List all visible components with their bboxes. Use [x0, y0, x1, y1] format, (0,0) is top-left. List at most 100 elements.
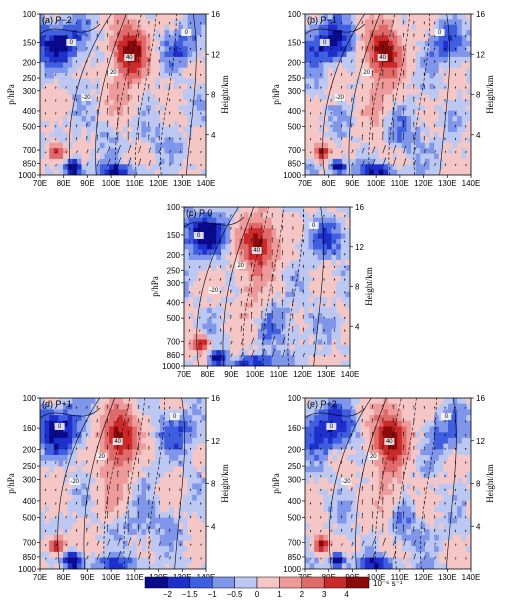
wind-vector-head [148, 526, 150, 528]
wind-vector-head [362, 109, 364, 111]
wind-vector-head [382, 523, 384, 525]
contour-line-5 [413, 14, 430, 175]
wind-vector-head [413, 419, 415, 421]
y-tick-label: 100 [23, 394, 37, 403]
wind-vector-head [392, 119, 394, 121]
wind-vector-head [127, 470, 129, 473]
wind-vector-head [107, 511, 109, 513]
wind-vector-head [169, 111, 171, 113]
x-tick-label: 80E [201, 370, 215, 379]
wind-vector-head [454, 60, 457, 62]
y-tick-label: 500 [288, 514, 302, 523]
wind-vector [261, 336, 265, 345]
x-tick-label: 130E [173, 179, 192, 188]
wind-vector-head [372, 511, 374, 513]
wind-vector-head [76, 111, 78, 113]
wind-vector-head [382, 106, 384, 109]
wind-vector-head [382, 82, 384, 84]
wind-vector-head [423, 446, 426, 449]
wind-vector-head [444, 47, 446, 50]
y-tick-label: 200 [167, 251, 181, 260]
wind-vector-head [127, 32, 129, 34]
wind-vector-head [179, 474, 181, 477]
wind-vector-head [107, 132, 109, 135]
wind-vector-head [230, 314, 232, 317]
wind-vector-head [403, 458, 405, 460]
y-tick-label: 300 [23, 476, 37, 485]
y-tick-label: 200 [23, 445, 37, 454]
x-tick-label: 90E [224, 370, 238, 379]
wind-vector-head [392, 106, 394, 109]
y-tick-label: 100 [288, 10, 302, 19]
y2-tick-label: 16 [476, 394, 485, 403]
wind-vector [251, 337, 255, 345]
wind-vector-head [423, 514, 425, 516]
wind-vector [413, 147, 416, 154]
contour-line-4 [123, 398, 145, 569]
wind-vector-head [127, 417, 129, 420]
wind-vector-head [117, 44, 119, 47]
wind-vector-head [200, 529, 202, 532]
y2-tick-label: 16 [211, 394, 220, 403]
wind-vector-head [454, 138, 457, 140]
wind-vector-head [423, 34, 426, 36]
wind-vector-head [434, 501, 436, 504]
y2-tick-label: 12 [211, 50, 220, 59]
wind-vector-head [423, 527, 425, 530]
wind-vector-head [434, 73, 436, 75]
wind-vector-head [302, 277, 305, 279]
wind-vector-head [117, 106, 119, 109]
wind-vector-head [361, 419, 363, 421]
wind-vector-head [454, 35, 457, 37]
wind-vector-head [127, 106, 129, 109]
contour-line-6 [446, 398, 457, 569]
wind-vector-head [138, 498, 140, 500]
wind-vector-head [200, 125, 202, 127]
wind-vector-head [148, 96, 150, 99]
wind-vector-head [454, 406, 457, 409]
wind-vector-head [413, 499, 415, 501]
wind-vector-head [107, 120, 109, 122]
wind-vector [117, 157, 121, 167]
y-tick-label: 300 [288, 476, 302, 485]
panel-title: (e) P+2 [307, 399, 337, 409]
plot-area: 0 -20 20 40 0 [40, 14, 206, 175]
wind-vector-head [292, 301, 294, 303]
wind-vector-head [200, 86, 202, 88]
wind-vector-head [97, 109, 99, 111]
wind-vector-head [97, 472, 99, 475]
wind-vector [372, 146, 376, 154]
wind-vector-head [465, 99, 467, 101]
wind-vector-head [158, 514, 160, 516]
wind-vector-head [107, 95, 109, 97]
wind-vector [117, 551, 121, 560]
wind-vector-head [169, 406, 171, 408]
wind-vector-head [434, 124, 436, 126]
plot-area: 0 -20 20 40 0 [305, 14, 471, 175]
wind-vector-head [148, 109, 150, 111]
wind-vector [372, 539, 376, 546]
colorbar-unit: 10⁻⁶ s⁻¹ [373, 579, 403, 588]
wind-vector-head [403, 132, 405, 135]
wind-vector [413, 553, 416, 560]
wind-vector-head [200, 112, 202, 114]
wind-vector-head [138, 70, 140, 72]
wind-vector-head [362, 134, 364, 136]
wind-vector-head [434, 47, 436, 49]
y-tick-label: 200 [23, 58, 37, 67]
panel-title: (a) P−2 [42, 15, 72, 25]
wind-vector [271, 336, 275, 345]
wind-vector-head [96, 33, 98, 36]
wind-vector-head [251, 262, 253, 265]
y-tick-label: 1000 [162, 362, 180, 371]
wind-vector-head [107, 484, 109, 487]
wind-vector-head [158, 500, 161, 503]
wind-vector-head [117, 483, 119, 486]
x-tick-label: 130E [438, 179, 457, 188]
wind-vector-head [392, 510, 394, 512]
wind-vector-head [169, 60, 171, 62]
wind-vector-head [189, 475, 192, 477]
colorbar-swatch [234, 576, 258, 589]
wind-vector-head [382, 44, 384, 47]
